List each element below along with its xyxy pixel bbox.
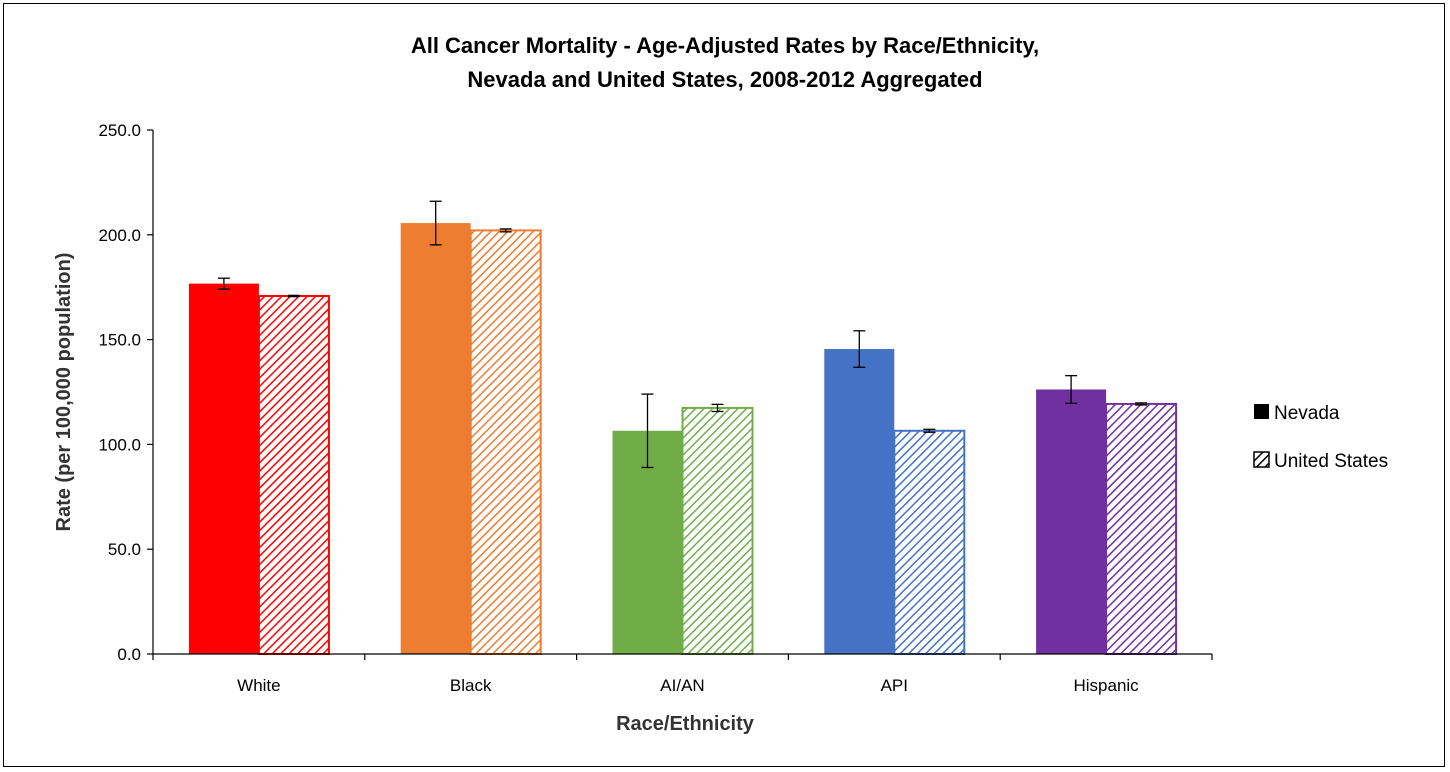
x-tick-label-white: White <box>237 676 280 695</box>
error-bar-united-states-black <box>499 228 512 233</box>
bars <box>188 223 1178 655</box>
legend: Nevada United States <box>1253 403 1388 472</box>
bar-united-states-hispanic <box>1105 402 1178 655</box>
y-tick-label: 200.0 <box>98 226 141 245</box>
y-axis-title: Rate (per 100,000 population) <box>53 253 75 532</box>
axes <box>152 130 1212 655</box>
bar-nevada-hispanic <box>1036 389 1107 654</box>
y-tick-label: 250.0 <box>98 121 141 140</box>
error-bars <box>217 200 1148 469</box>
error-bar-united-states-white <box>287 294 300 298</box>
error-bar-nevada-black <box>429 200 442 246</box>
error-bar-nevada-api <box>853 330 866 368</box>
bar-nevada-black <box>400 223 471 655</box>
y-axis-ticks: 0.0 50.0 100.0 150.0 200.0 250.0 <box>98 121 153 664</box>
bar-nevada-white <box>188 283 259 654</box>
x-tick-label-ai-an: AI/AN <box>660 676 704 695</box>
y-tick-label: 50.0 <box>108 540 141 559</box>
x-tick-label-api: API <box>881 676 908 695</box>
bar-united-states-white <box>257 295 330 655</box>
bar-united-states-ai-an <box>681 406 754 655</box>
bar-united-states-api <box>893 429 966 655</box>
legend-swatch-united-states <box>1253 451 1270 468</box>
y-tick-label: 0.0 <box>117 645 141 664</box>
y-tick-label: 100.0 <box>98 435 141 454</box>
bar-nevada-api <box>824 349 895 654</box>
legend-label-united-states: United States <box>1274 451 1388 472</box>
x-axis-title: Race/Ethnicity <box>616 713 755 735</box>
y-tick-label: 150.0 <box>98 331 141 350</box>
error-bar-united-states-hispanic <box>1135 402 1148 406</box>
error-bar-nevada-white <box>217 277 230 290</box>
legend-swatch-nevada <box>1254 404 1269 419</box>
legend-label-nevada: Nevada <box>1274 403 1340 424</box>
x-tick-label-hispanic: Hispanic <box>1073 676 1139 695</box>
chart-title-line-2: Nevada and United States, 2008-2012 Aggr… <box>467 67 982 92</box>
chart-title-line-1: All Cancer Mortality - Age-Adjusted Rate… <box>411 33 1039 58</box>
error-bar-united-states-api <box>923 428 936 433</box>
x-axis-ticks: White Black AI/AN API Hispanic <box>152 654 1213 695</box>
error-bar-united-states-ai-an <box>711 403 724 413</box>
x-tick-label-black: Black <box>450 676 492 695</box>
bar-united-states-black <box>469 229 542 655</box>
error-bar-nevada-ai-an <box>641 393 654 469</box>
error-bar-nevada-hispanic <box>1065 375 1078 404</box>
